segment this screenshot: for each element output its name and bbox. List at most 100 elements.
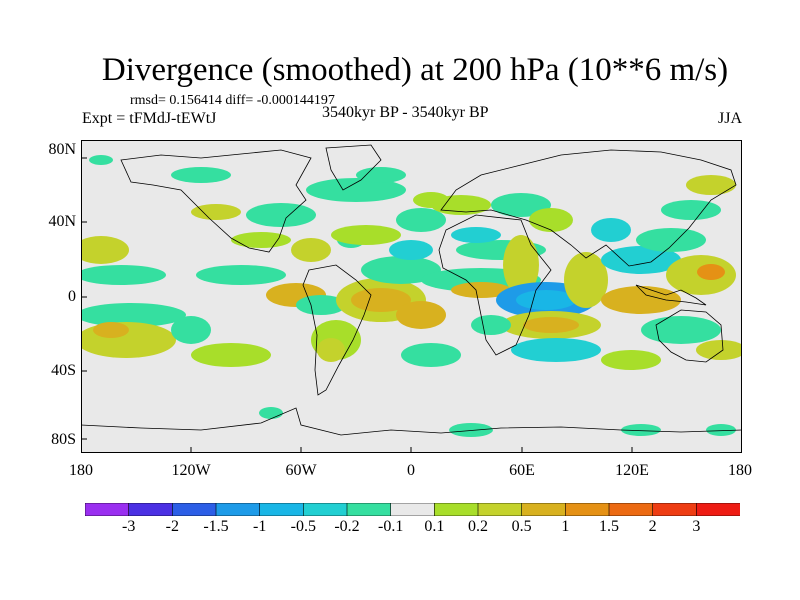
div-patch (706, 424, 736, 436)
div-patch (516, 290, 576, 310)
div-patch (171, 316, 211, 344)
div-patch (351, 288, 411, 312)
div-patch (601, 350, 661, 370)
div-patch (523, 317, 579, 333)
colorbar-label: 0.2 (468, 518, 488, 535)
div-patch (81, 265, 166, 285)
colorbar-label: -0.2 (334, 518, 360, 535)
colorbar-label: -2 (165, 518, 179, 535)
coastlines (81, 144, 742, 436)
div-patch (356, 167, 406, 183)
div-patch (396, 301, 446, 329)
colorbar-swatch (346, 503, 392, 516)
div-patch (401, 343, 461, 367)
div-patch (449, 423, 493, 437)
div-patch (389, 240, 433, 260)
div-patch (697, 264, 725, 280)
div-patch (259, 407, 283, 419)
lat-label-80n: 80N (48, 141, 76, 158)
map-title: Divergence (smoothed) at 200 hPa (10**6 … (101, 52, 729, 88)
div-patch (191, 343, 271, 367)
colorbar-label: 0.1 (424, 518, 445, 535)
colorbar-swatch (696, 503, 740, 516)
lat-label-40n: 40N (48, 213, 76, 230)
colorbar-label: 2 (648, 518, 657, 535)
div-patch (331, 225, 401, 245)
colorbar-swatch (128, 503, 174, 516)
map-panel (81, 140, 742, 453)
lat-label-80s: 80S (51, 431, 76, 448)
coast-australia (655, 309, 724, 363)
colorbar-swatch (521, 503, 567, 516)
div-patch (491, 193, 551, 217)
colorbar-swatch (608, 503, 654, 516)
map-border (81, 140, 742, 453)
lon-label-120w: 120W (171, 462, 211, 479)
div-patch (81, 236, 129, 264)
lat-label-0: 0 (68, 288, 76, 305)
div-patch (361, 256, 441, 284)
colorbar-label: 1.5 (599, 518, 619, 535)
div-patch (451, 282, 511, 298)
lon-label-60w: 60W (285, 462, 317, 479)
colorbar-label: 1 (561, 518, 570, 535)
div-patch (196, 265, 286, 285)
colorbar-swatch (652, 503, 698, 516)
div-patch (641, 316, 721, 344)
period-label: 3540kyr BP - 3540kyr BP (322, 104, 489, 121)
colorbar-label: -0.5 (290, 518, 316, 535)
lon-label-180e: 180 (728, 462, 752, 479)
lat-label-40s: 40S (51, 362, 76, 379)
div-patch (503, 235, 539, 295)
colorbar-label: -0.1 (377, 518, 404, 535)
divergence-field (81, 155, 742, 437)
coast-africa (438, 214, 552, 356)
div-patch (93, 322, 129, 338)
div-patch (511, 338, 601, 362)
div-patch (601, 246, 681, 274)
div-patch (81, 303, 186, 327)
div-patch (396, 208, 446, 232)
colorbar-swatch (565, 503, 610, 516)
lon-label-60e: 60E (509, 462, 535, 479)
colorbar-label: -3 (121, 518, 136, 535)
colorbar-label: -1.5 (203, 518, 229, 535)
colorbar-swatch (477, 503, 523, 516)
div-patch (296, 295, 346, 315)
coast-eurasia (440, 149, 737, 267)
div-patch (696, 340, 742, 360)
colorbar-swatch (434, 503, 479, 516)
div-patch (191, 204, 241, 220)
div-patch (564, 252, 608, 308)
div-patch (317, 338, 345, 362)
colorbar-swatch (390, 503, 436, 516)
coast-greenland (325, 144, 382, 191)
div-patch (529, 208, 573, 232)
experiment-label: Expt = tFMdJ-tEWtJ (82, 110, 217, 127)
stats-line: rmsd= 0.156414 diff= -0.000144197 (130, 93, 335, 108)
div-patch (89, 155, 113, 165)
coast-south-america (302, 264, 372, 396)
coast-antarctica (81, 407, 742, 436)
coast-maritime-continent (635, 284, 707, 306)
div-patch (291, 238, 331, 262)
div-patch (171, 167, 231, 183)
lon-label-0: 0 (407, 462, 415, 479)
div-patch (636, 228, 706, 252)
colorbar-swatch (303, 503, 348, 516)
div-patch (231, 232, 291, 248)
colorbar-label: 0.5 (511, 518, 532, 535)
div-patch (621, 424, 661, 436)
coast-north-america (120, 149, 312, 253)
colorbar (85, 503, 740, 516)
colorbar-label: 3 (692, 518, 701, 535)
season-label: JJA (717, 110, 742, 127)
div-patch (686, 175, 736, 195)
colorbar-swatch (172, 503, 217, 516)
div-patch (471, 315, 511, 335)
div-patch (306, 178, 406, 202)
colorbar-swatch (215, 503, 261, 516)
div-patch (451, 227, 501, 243)
colorbar-swatch (259, 503, 305, 516)
div-patch (661, 200, 721, 220)
